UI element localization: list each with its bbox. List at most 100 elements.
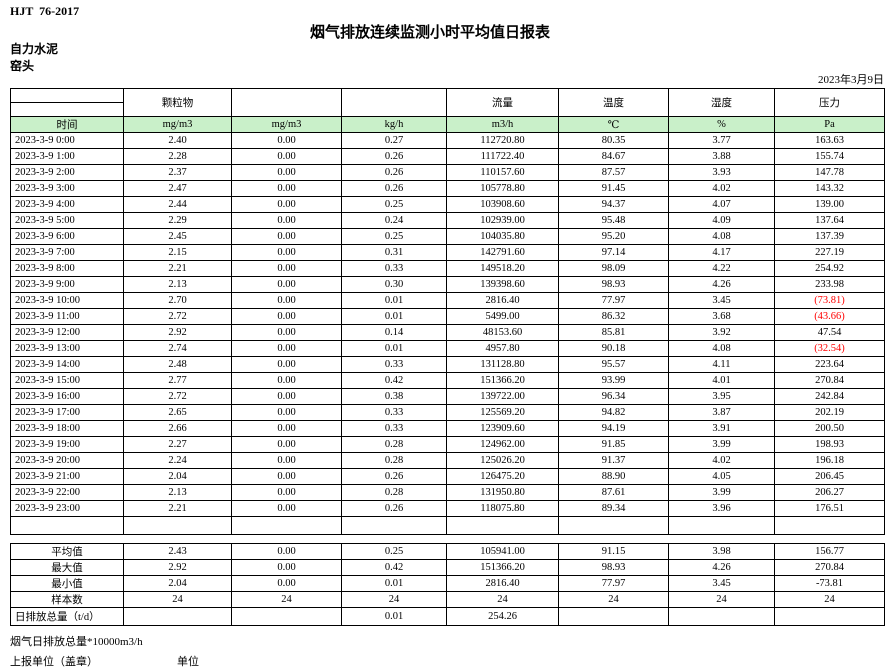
value-cell: 0.33 <box>341 420 447 437</box>
value-cell: 3.98 <box>668 543 775 560</box>
value-cell: 0.31 <box>341 244 447 261</box>
data-row: 2023-3-9 13:00 2.74 0.00 0.01 4957.80 90.18 4.… <box>10 340 885 357</box>
value-cell: (32.54) <box>774 340 885 357</box>
value-cell: 0.26 <box>341 500 447 517</box>
row-label-cell: 2023-3-9 18:00 <box>10 420 124 437</box>
value-cell: 3.88 <box>668 148 775 165</box>
value-cell: 139.00 <box>774 196 885 213</box>
value-cell: 2.65 <box>123 404 232 421</box>
value-cell: 87.57 <box>558 164 669 181</box>
value-cell: 0.00 <box>231 404 342 421</box>
data-row: 2023-3-9 11:00 2.72 0.00 0.01 5499.00 86.32 3.… <box>10 308 885 325</box>
value-cell: 0.26 <box>341 148 447 165</box>
value-cell: 24 <box>774 591 885 608</box>
row-label-cell: 样本数 <box>10 591 124 608</box>
value-cell: 102939.00 <box>446 212 559 229</box>
value-cell: 2.27 <box>123 436 232 453</box>
value-cell: 3.93 <box>668 164 775 181</box>
value-cell: 147.78 <box>774 164 885 181</box>
row-label-cell: 2023-3-9 19:00 <box>10 436 124 453</box>
value-cell: 0.00 <box>231 436 342 453</box>
value-cell: 97.14 <box>558 244 669 261</box>
row-label-cell: 2023-3-9 10:00 <box>10 292 124 309</box>
value-cell: 24 <box>668 591 775 608</box>
value-cell: 0.25 <box>341 543 447 560</box>
unit-m3h: m3/h <box>446 116 559 133</box>
value-cell: 131950.80 <box>446 484 559 501</box>
value-cell: 125026.20 <box>446 452 559 469</box>
value-cell: 2.70 <box>123 292 232 309</box>
value-cell: 4.22 <box>668 260 775 277</box>
value-cell: 4.05 <box>668 468 775 485</box>
value-cell: 2.72 <box>123 388 232 405</box>
value-cell: (73.81) <box>774 292 885 309</box>
value-cell: 24 <box>341 591 447 608</box>
value-cell: 126475.20 <box>446 468 559 485</box>
value-cell: 2.15 <box>123 244 232 261</box>
unit-kgh: kg/h <box>341 116 447 133</box>
value-cell: 0.00 <box>231 500 342 517</box>
report-unit-label: 上报单位（盖章） <box>10 656 98 668</box>
value-cell: 0.25 <box>341 228 447 245</box>
unit-celsius: ℃ <box>558 116 669 133</box>
col-header-flow: 流量 <box>446 88 559 117</box>
value-cell: 0.01 <box>341 340 447 357</box>
value-cell: 2816.40 <box>446 575 559 592</box>
value-cell: 0.00 <box>231 180 342 197</box>
value-cell: 98.09 <box>558 260 669 277</box>
value-cell: 3.45 <box>668 292 775 309</box>
value-cell: 200.50 <box>774 420 885 437</box>
data-row: 2023-3-9 16:00 2.72 0.00 0.38 139722.00 96.34… <box>10 388 885 405</box>
col-header-pressure: 压力 <box>774 88 885 117</box>
value-cell: 0.00 <box>231 372 342 389</box>
row-label-cell: 2023-3-9 20:00 <box>10 452 124 469</box>
value-cell: 110157.60 <box>446 164 559 181</box>
value-cell: 4.08 <box>668 228 775 245</box>
col-header-empty <box>231 88 342 117</box>
data-row: 2023-3-9 3:00 2.47 0.00 0.26 105778.80 91.45 4… <box>10 180 885 197</box>
value-cell: 143.32 <box>774 180 885 197</box>
value-cell: 0.24 <box>341 212 447 229</box>
value-cell: 91.85 <box>558 436 669 453</box>
value-cell: 156.77 <box>774 543 885 560</box>
value-cell: 0.01 <box>341 575 447 592</box>
row-label-cell: 2023-3-9 17:00 <box>10 404 124 421</box>
value-cell: 4957.80 <box>446 340 559 357</box>
company-name: 自力水泥 <box>10 42 59 56</box>
data-row: 2023-3-9 19:00 2.27 0.00 0.28 124962.00 91.85… <box>10 436 885 453</box>
value-cell: 139722.00 <box>446 388 559 405</box>
unit-mgm3-1: mg/m3 <box>123 116 232 133</box>
value-cell: 87.61 <box>558 484 669 501</box>
value-cell: 0.33 <box>341 260 447 277</box>
value-cell: 0.01 <box>341 607 447 626</box>
row-label-cell: 最大值 <box>10 559 124 576</box>
value-cell: 0.28 <box>341 452 447 469</box>
value-cell: 0.33 <box>341 404 447 421</box>
value-cell: 254.26 <box>446 607 559 626</box>
value-cell: 24 <box>123 591 232 608</box>
standard-code: HJT 76-2017 <box>10 4 80 18</box>
value-cell: 4.07 <box>668 196 775 213</box>
col-header-temperature: 温度 <box>558 88 669 117</box>
value-cell: 2.45 <box>123 228 232 245</box>
value-cell: 2.29 <box>123 212 232 229</box>
col-header-empty <box>341 88 447 117</box>
row-label-cell: 2023-3-9 3:00 <box>10 180 124 197</box>
value-cell: 4.17 <box>668 244 775 261</box>
value-cell: 0.00 <box>231 468 342 485</box>
value-cell: 0.00 <box>231 388 342 405</box>
row-label-cell: 2023-3-9 15:00 <box>10 372 124 389</box>
value-cell: 111722.40 <box>446 148 559 165</box>
summary-row: 最大值 2.92 0.00 0.42 151366.20 98.93 4.26 270.84 <box>10 559 885 576</box>
value-cell: 3.68 <box>668 308 775 325</box>
row-label-cell: 2023-3-9 0:00 <box>10 132 124 149</box>
data-row: 2023-3-9 7:00 2.15 0.00 0.31 142791.60 97.14 4… <box>10 244 885 261</box>
value-cell: 149518.20 <box>446 260 559 277</box>
blank-row <box>10 516 885 535</box>
value-cell: 4.09 <box>668 212 775 229</box>
value-cell: 2.43 <box>123 543 232 560</box>
data-row: 2023-3-9 9:00 2.13 0.00 0.30 139398.60 98.93 4… <box>10 276 885 293</box>
row-label-cell: 最小值 <box>10 575 124 592</box>
value-cell: 2.21 <box>123 260 232 277</box>
value-cell: 104035.80 <box>446 228 559 245</box>
